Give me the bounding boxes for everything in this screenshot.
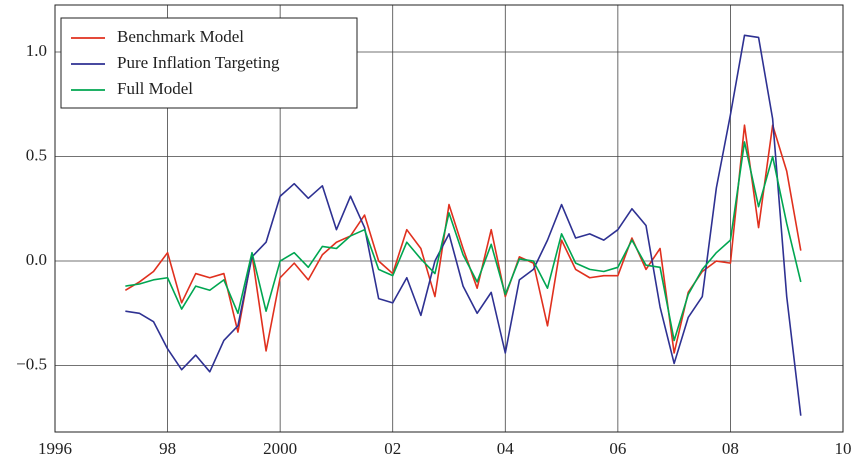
x-tick-label: 10	[835, 439, 852, 458]
y-tick-label: 0.0	[26, 250, 47, 269]
legend-label: Full Model	[117, 79, 193, 98]
series-line	[125, 34, 802, 416]
plot-frame	[54, 4, 844, 433]
legend-label: Benchmark Model	[117, 27, 244, 46]
x-tick-label: 2000	[263, 439, 297, 458]
x-tick-label: 98	[159, 439, 176, 458]
x-tick-label: 08	[722, 439, 739, 458]
series-line	[125, 141, 802, 342]
y-tick-label: 0.5	[26, 145, 47, 164]
series-line	[124, 124, 802, 354]
legend-label: Pure Inflation Targeting	[117, 53, 280, 72]
legend-box	[60, 17, 358, 109]
x-tick-label: 06	[609, 439, 626, 458]
x-tick-label: 1996	[38, 439, 72, 458]
y-tick-label: 1.0	[26, 41, 47, 60]
x-tick-label: 02	[384, 439, 401, 458]
y-tick-label: −0.5	[16, 354, 47, 373]
x-tick-label: 04	[497, 439, 515, 458]
